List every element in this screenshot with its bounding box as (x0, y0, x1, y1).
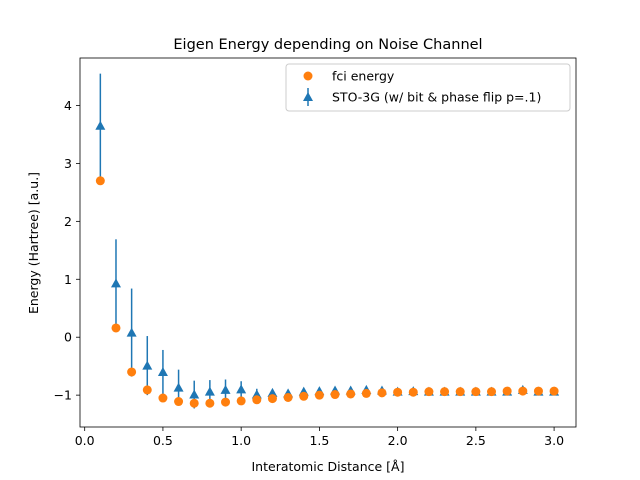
fci-point (330, 390, 340, 400)
fci-point (111, 323, 121, 333)
y-tick-label: 4 (64, 98, 72, 113)
sto3g-point (189, 389, 200, 399)
fci-point (424, 387, 434, 397)
fci-point (471, 387, 481, 397)
sto3g-point (110, 278, 121, 288)
x-tick-label: 0.0 (75, 433, 95, 448)
fci-point (236, 396, 246, 406)
x-axis-label: Interatomic Distance [Å] (252, 459, 405, 474)
legend-marker-fci (303, 71, 313, 81)
fci-point (408, 387, 418, 397)
fci-point (127, 367, 137, 377)
fci-point (549, 386, 559, 396)
y-tick-label: 1 (64, 272, 72, 287)
y-axis-label: Energy (Hartree) [a.u.] (26, 172, 41, 314)
sto3g-point (204, 386, 215, 396)
fci-point (299, 391, 309, 401)
x-tick-label: 1.5 (309, 433, 329, 448)
sto3g-point (173, 382, 184, 392)
legend-label-sto3g: STO-3G (w/ bit & phase flip p=.1) (332, 90, 541, 105)
x-axis-ticks: 0.0 0.5 1.0 1.5 2.0 2.5 3.0 (75, 427, 564, 448)
plot-area (80, 58, 576, 427)
fci-point (455, 387, 465, 397)
fci-point (95, 176, 105, 186)
fci-point (518, 386, 528, 396)
fci-point (283, 392, 293, 402)
y-tick-label: 2 (64, 214, 72, 229)
fci-point (267, 394, 277, 404)
fci-point (377, 388, 387, 398)
x-tick-label: 1.0 (231, 433, 251, 448)
legend-box (285, 63, 571, 112)
x-tick-label: 0.5 (153, 433, 173, 448)
chart-title: Eigen Energy depending on Noise Channel (173, 37, 482, 53)
sto3g-point (157, 366, 168, 376)
legend-label-fci: fci energy (332, 69, 395, 84)
y-axis-ticks: −1 0 1 2 3 4 (54, 98, 80, 403)
sto3g-point (220, 384, 231, 394)
fci-point (221, 397, 231, 407)
fci-point (142, 385, 152, 395)
fci-point (346, 389, 356, 399)
fci-point (158, 393, 168, 403)
fci-point (205, 398, 215, 408)
fci-point (440, 387, 450, 397)
sto3g-point (126, 327, 137, 337)
fci-point (361, 388, 371, 398)
sto3g-point (95, 120, 106, 130)
legend-marker-sto3g (303, 92, 313, 101)
fci-point (252, 395, 262, 405)
y-tick-label: −1 (54, 388, 72, 403)
y-tick-label: 3 (64, 156, 72, 171)
fci-point (314, 390, 324, 400)
x-tick-label: 3.0 (544, 433, 564, 448)
x-tick-label: 2.0 (388, 433, 408, 448)
fci-point (533, 386, 543, 396)
fci-point (487, 387, 497, 397)
data-marks (95, 73, 560, 409)
axes-frame (79, 57, 577, 428)
fci-point (174, 397, 184, 407)
fci-point (502, 386, 512, 396)
sto3g-point (142, 360, 153, 370)
x-tick-label: 2.5 (466, 433, 486, 448)
sto3g-point (236, 384, 247, 394)
y-tick-label: 0 (64, 330, 72, 345)
fci-point (189, 398, 199, 408)
fci-point (393, 387, 403, 397)
legend: fci energy STO-3G (w/ bit & phase flip p… (285, 63, 571, 112)
sto3g-point (267, 387, 278, 397)
